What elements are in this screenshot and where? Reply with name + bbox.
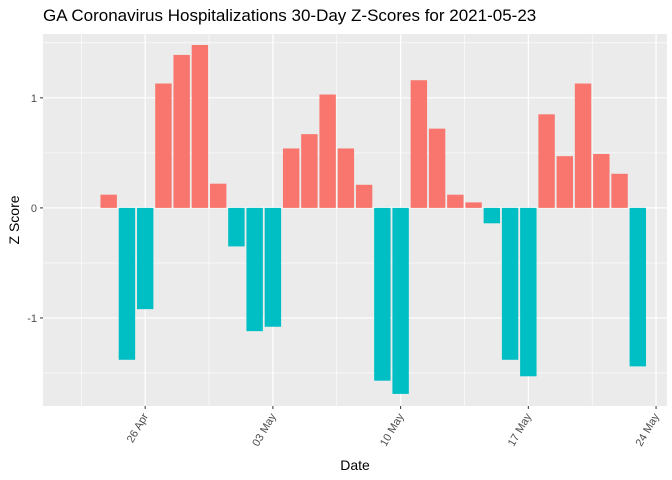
x-tick-label: 03 May	[250, 411, 279, 449]
y-tick-label: 1	[31, 93, 37, 105]
bar	[447, 194, 464, 208]
y-tick-label: 0	[31, 203, 37, 215]
bar	[629, 207, 647, 367]
bar	[264, 207, 282, 327]
bar	[501, 207, 519, 360]
bar	[155, 83, 172, 208]
bar	[374, 207, 391, 381]
x-tick-label: 24 May	[634, 411, 663, 449]
x-axis-title: Date	[340, 457, 370, 473]
x-tick-label: 17 May	[506, 411, 535, 449]
bar	[593, 153, 610, 208]
bar	[410, 80, 428, 208]
plot-panel	[43, 34, 667, 406]
x-axis: 26 Apr 03 May 10 May 17 May 24 May	[125, 406, 662, 449]
bar	[483, 207, 501, 224]
y-axis-title: Z Score	[6, 195, 22, 244]
bar	[538, 114, 555, 208]
bar	[337, 148, 355, 208]
bar	[118, 207, 136, 360]
x-tick-label: 26 Apr	[125, 411, 151, 445]
y-tick-label: -1	[27, 313, 37, 325]
bar	[100, 194, 117, 208]
bars	[100, 45, 647, 394]
bar	[520, 207, 537, 377]
bar	[574, 83, 592, 208]
bar	[392, 207, 409, 394]
bar	[136, 207, 154, 310]
bar	[611, 173, 628, 208]
bar	[246, 207, 263, 332]
chart-title: GA Coronavirus Hospitalizations 30-Day Z…	[43, 6, 537, 25]
bar	[465, 202, 482, 208]
bar	[228, 207, 245, 247]
bar	[428, 128, 446, 208]
bar	[191, 45, 209, 208]
bar	[282, 148, 300, 208]
bar	[556, 156, 574, 208]
bar	[355, 184, 373, 208]
bar	[319, 94, 336, 208]
bar	[173, 54, 190, 208]
bar	[301, 134, 318, 208]
x-tick-label: 10 May	[378, 411, 407, 449]
bar	[209, 183, 227, 208]
y-axis: -1 0 1	[27, 93, 43, 325]
